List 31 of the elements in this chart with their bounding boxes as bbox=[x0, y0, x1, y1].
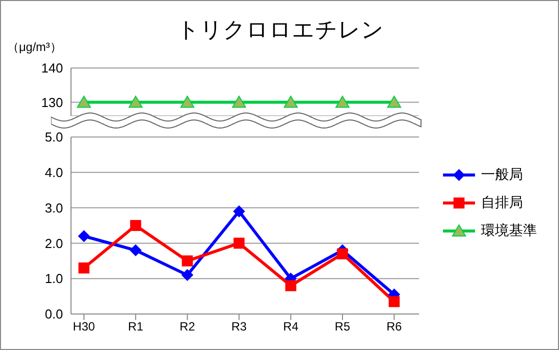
x-tick-label: H30 bbox=[72, 320, 96, 334]
point bbox=[130, 244, 142, 256]
point bbox=[336, 248, 348, 260]
point bbox=[130, 220, 142, 231]
y-tick-label: 5.0 bbox=[44, 130, 63, 145]
x-tick-label: R5 bbox=[334, 320, 350, 334]
y-tick-label: 140 bbox=[41, 60, 63, 76]
point bbox=[388, 296, 400, 308]
x-tick-label: R3 bbox=[231, 320, 248, 334]
x-tick-label: R1 bbox=[128, 320, 144, 334]
point bbox=[78, 230, 90, 242]
y-tick-label: 4.0 bbox=[44, 165, 63, 180]
point bbox=[233, 205, 246, 218]
x-tick-label: R2 bbox=[180, 320, 196, 334]
y-axis-title: （μg/m³） bbox=[7, 40, 62, 54]
legend-label: 一般局 bbox=[481, 166, 523, 184]
legend-label: 自排局 bbox=[481, 194, 523, 212]
y-tick-label: 3.0 bbox=[44, 200, 63, 216]
y-tick-label: 130 bbox=[41, 94, 63, 110]
point bbox=[234, 238, 245, 249]
point bbox=[181, 269, 194, 282]
legend-label: 環境基準 bbox=[481, 222, 537, 240]
point bbox=[78, 262, 90, 274]
chart-title: トリクロロエチレン bbox=[177, 17, 384, 42]
point bbox=[182, 255, 193, 266]
x-tick-label: R4 bbox=[283, 320, 299, 334]
y-tick-label: 1.0 bbox=[44, 271, 63, 286]
x-tick-label: R6 bbox=[386, 320, 402, 334]
y-tick-label: 0.0 bbox=[44, 306, 63, 322]
y-tick-label: 2.0 bbox=[44, 236, 63, 251]
point bbox=[285, 280, 296, 292]
